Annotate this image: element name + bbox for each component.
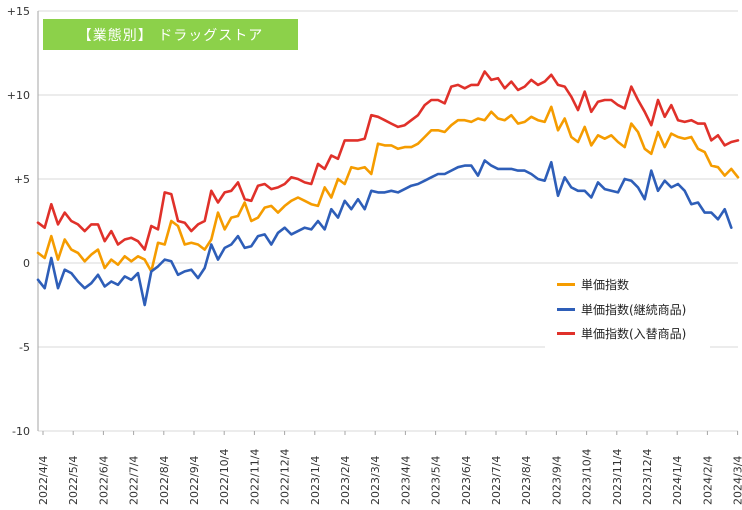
series-lines xyxy=(36,70,740,307)
x-tick-label: 2023/2/4 xyxy=(339,456,352,505)
series-line-0 xyxy=(36,105,740,273)
x-tick-label: 2022/5/4 xyxy=(67,456,80,505)
x-tick-label: 2022/10/4 xyxy=(218,449,231,505)
x-tick-label: 2023/6/4 xyxy=(460,456,473,505)
x-tick-label: 2023/1/4 xyxy=(309,456,322,505)
y-tick-label: +5 xyxy=(14,173,30,186)
x-tick-label: 2024/1/4 xyxy=(671,456,684,505)
x-tick-label: 2022/8/4 xyxy=(158,456,171,505)
x-tick-label: 2022/6/4 xyxy=(97,456,110,505)
tick-labels: +15 +10 +5 0 -5 -10 2022/4/4 2022/5/4 2022/6/4 20… xyxy=(7,5,742,505)
y-tick-label: +15 xyxy=(7,5,30,18)
x-tick-label: 2023/9/4 xyxy=(550,456,563,505)
x-tick-label: 2022/4/4 xyxy=(37,456,50,505)
legend-label-unit-price: 単価指数 xyxy=(581,277,630,292)
legend-swatch-unit-price xyxy=(557,282,575,286)
legend-item-continuing: 単価指数(継続商品) xyxy=(557,301,686,317)
chart-title: 【業態別】 ドラッグストア xyxy=(43,19,298,50)
y-tick-label: +10 xyxy=(7,89,30,102)
x-tick-label: 2023/8/4 xyxy=(520,456,533,505)
x-tick-label: 2023/11/4 xyxy=(611,449,624,505)
legend-item-unit-price: 単価指数 xyxy=(557,276,629,292)
legend-swatch-replacement xyxy=(557,331,575,335)
x-tick-label: 2022/7/4 xyxy=(128,456,141,505)
series-line-1 xyxy=(36,159,733,307)
x-tick-label: 2023/7/4 xyxy=(490,456,503,505)
x-tick-label: 2024/3/4 xyxy=(732,456,742,505)
x-tick-label: 2024/2/4 xyxy=(701,456,714,505)
x-tick-label: 2023/12/4 xyxy=(641,449,654,505)
y-tick-label: 0 xyxy=(23,257,30,270)
x-tick-label: 2023/10/4 xyxy=(581,449,594,505)
series-line-2 xyxy=(36,70,740,251)
legend-item-replacement: 単価指数(入替商品) xyxy=(557,325,686,341)
legend-label-replacement: 単価指数(入替商品) xyxy=(581,326,687,341)
x-tick-label: 2023/4/4 xyxy=(399,456,412,505)
x-tick-label: 2022/9/4 xyxy=(188,456,201,505)
x-tick-label: 2022/11/4 xyxy=(248,449,261,505)
x-tick-label: 2022/12/4 xyxy=(279,449,292,505)
x-tick-label: 2023/5/4 xyxy=(430,456,443,505)
axes xyxy=(37,11,739,435)
x-tick-label: 2023/3/4 xyxy=(369,456,382,505)
legend-label-continuing: 単価指数(継続商品) xyxy=(581,302,687,317)
y-tick-label: -5 xyxy=(19,341,30,354)
y-tick-label: -10 xyxy=(12,425,30,438)
gridlines xyxy=(38,10,738,432)
legend-swatch-continuing xyxy=(557,307,575,311)
legend: 単価指数 単価指数(継続商品) 単価指数(入替商品) xyxy=(545,270,710,348)
